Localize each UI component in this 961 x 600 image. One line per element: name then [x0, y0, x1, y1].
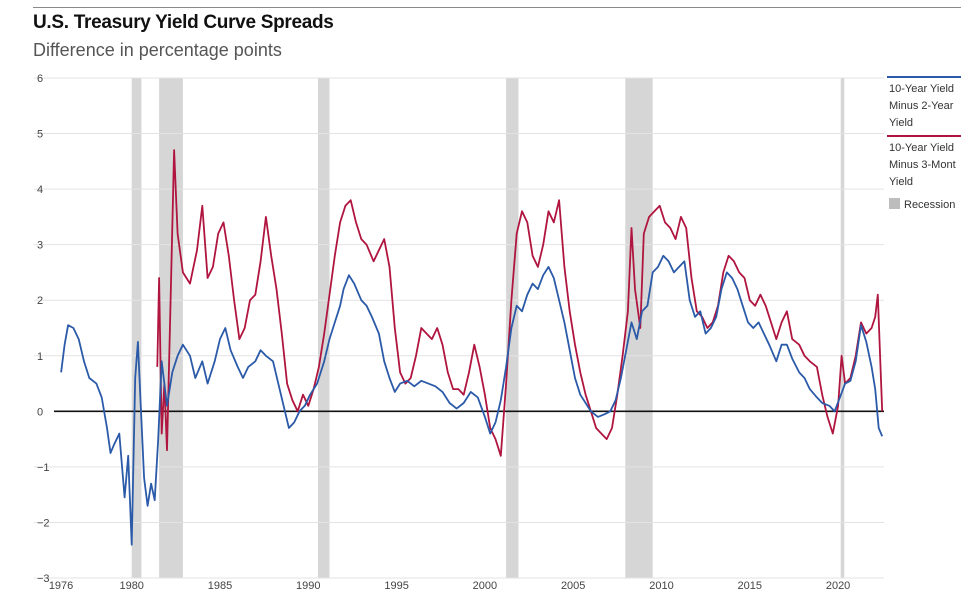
legend-series1-line1: 10-Year Yield: [889, 83, 954, 95]
y-tick-label: 5: [37, 129, 43, 141]
x-tick-label: 2010: [649, 580, 673, 592]
legend: 10-Year Yield Minus 2-Year Yield 10-Year…: [887, 76, 961, 211]
series-10y-minus-3m-line: [156, 149, 884, 457]
y-tick-label: 3: [37, 240, 43, 252]
recession-band-2: [159, 78, 183, 578]
recession-bands: [131, 78, 845, 578]
legend-recession-swatch: [889, 198, 900, 209]
y-tick-label: −1: [37, 462, 50, 474]
x-tick-label: 2020: [826, 580, 850, 592]
y-tick-label: 1: [37, 351, 43, 363]
chart-title: U.S. Treasury Yield Curve Spreads: [33, 12, 334, 33]
y-tick-label: 2: [37, 295, 43, 307]
chart-subtitle: Difference in percentage points: [33, 40, 282, 60]
x-axis-ticks: 1976 1980 1985 1990 1995 2000 2005 2010 2015 2020: [49, 580, 851, 592]
y-tick-label: −3: [37, 573, 50, 585]
legend-series1-line2: Minus 2-Year: [889, 100, 954, 112]
y-tick-label: 6: [37, 73, 43, 85]
legend-series1-line3: Yield: [889, 117, 913, 129]
series-10y-minus-2y-line: [60, 254, 884, 546]
x-tick-label: 1980: [119, 580, 143, 592]
y-tick-label: 0: [37, 406, 43, 418]
x-tick-label: 2005: [561, 580, 585, 592]
y-axis-ticks: 6 5 4 3 2 1 0 −1 −2 −3: [37, 73, 50, 585]
x-tick-label: 1976: [49, 580, 73, 592]
x-tick-label: 2015: [738, 580, 762, 592]
y-tick-label: 4: [37, 184, 43, 196]
top-rule: [33, 7, 961, 8]
x-tick-label: 1995: [384, 580, 408, 592]
y-tick-label: −2: [37, 517, 50, 529]
legend-series2-line1: 10-Year Yield: [889, 142, 954, 154]
recession-band-3: [318, 78, 330, 578]
legend-recession-label: Recession: [904, 199, 955, 211]
x-tick-label: 1985: [208, 580, 232, 592]
x-tick-label: 1990: [296, 580, 320, 592]
legend-series2-line3: Yield: [889, 176, 913, 188]
series-lines: [60, 149, 884, 546]
recession-band-1: [131, 78, 142, 578]
recession-band-6: [840, 78, 845, 578]
legend-series2-line2: Minus 3-Mont: [889, 159, 956, 171]
x-tick-label: 2000: [473, 580, 497, 592]
